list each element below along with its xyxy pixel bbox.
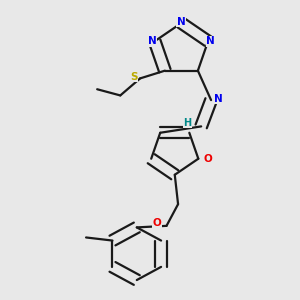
Text: O: O (152, 218, 161, 228)
Text: N: N (148, 36, 156, 46)
Text: N: N (206, 36, 215, 46)
Text: O: O (203, 154, 212, 164)
Text: S: S (130, 72, 138, 82)
Text: H: H (183, 118, 191, 128)
Text: N: N (177, 16, 186, 26)
Text: N: N (214, 94, 223, 103)
